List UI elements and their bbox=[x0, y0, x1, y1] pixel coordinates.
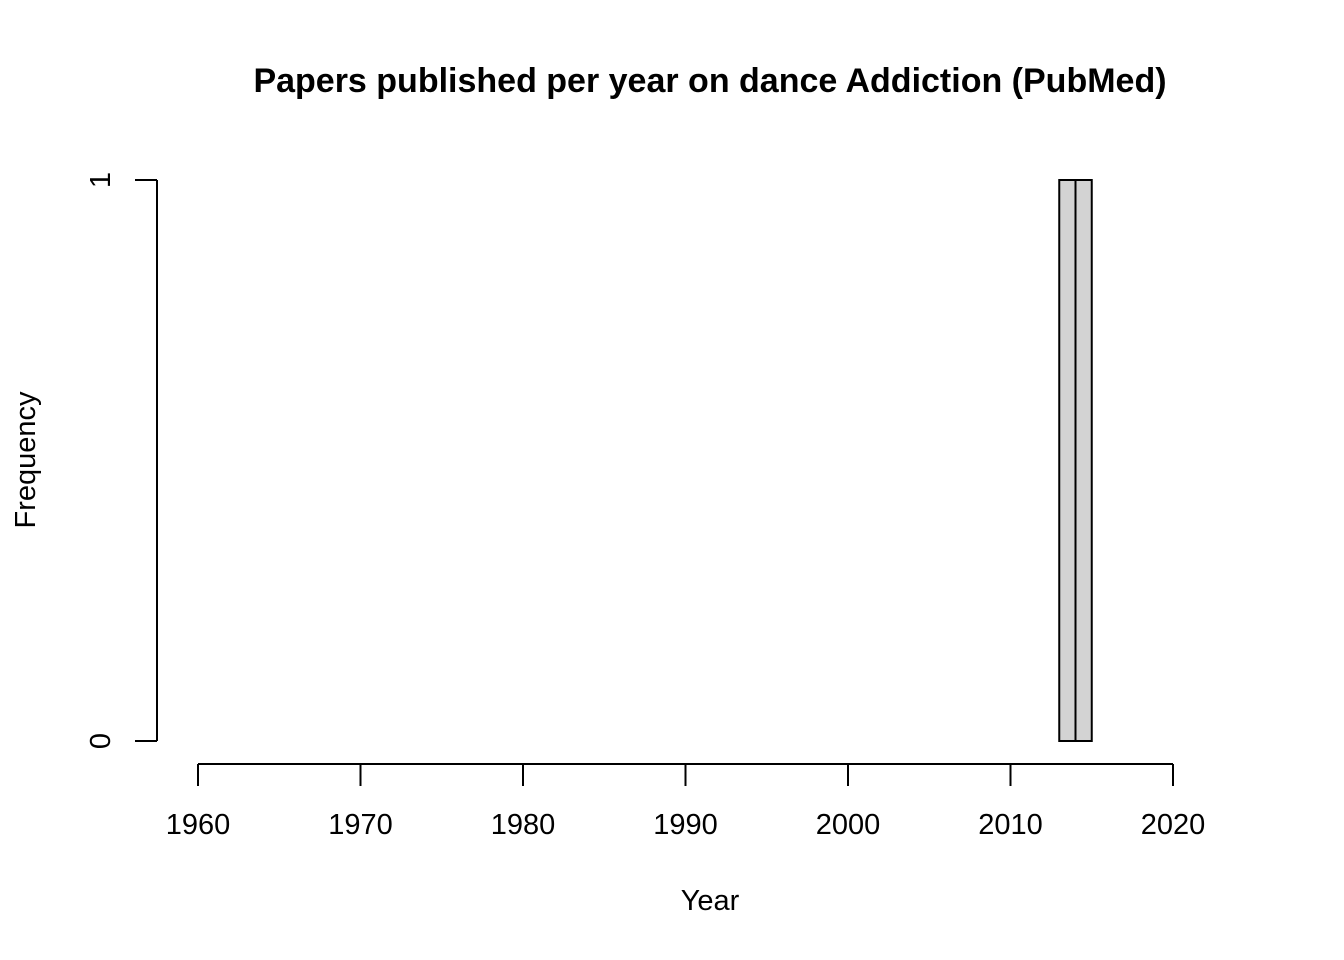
x-tick-label: 1960 bbox=[166, 809, 231, 841]
x-tick-label: 2000 bbox=[816, 809, 881, 841]
x-tick-label: 2020 bbox=[1141, 809, 1206, 841]
bars-group bbox=[1058, 179, 1093, 742]
y-axis: 01 bbox=[85, 172, 158, 749]
x-tick-label: 2010 bbox=[978, 809, 1043, 841]
x-tick-label: 1980 bbox=[491, 809, 556, 841]
histogram-bar-1 bbox=[1058, 179, 1077, 742]
y-axis-label: Frequency bbox=[10, 391, 42, 529]
histogram-bar-2 bbox=[1074, 179, 1093, 742]
y-tick-label: 1 bbox=[85, 172, 117, 188]
chart-title: Papers published per year on dance Addic… bbox=[253, 62, 1166, 100]
y-tick-label: 0 bbox=[85, 733, 117, 749]
x-tick-label: 1970 bbox=[328, 809, 393, 841]
x-tick-label: 1990 bbox=[653, 809, 718, 841]
x-axis: 1960 1970 1980 1990 2000 2010 2020 bbox=[166, 763, 1206, 841]
x-axis-label: Year bbox=[681, 885, 740, 917]
